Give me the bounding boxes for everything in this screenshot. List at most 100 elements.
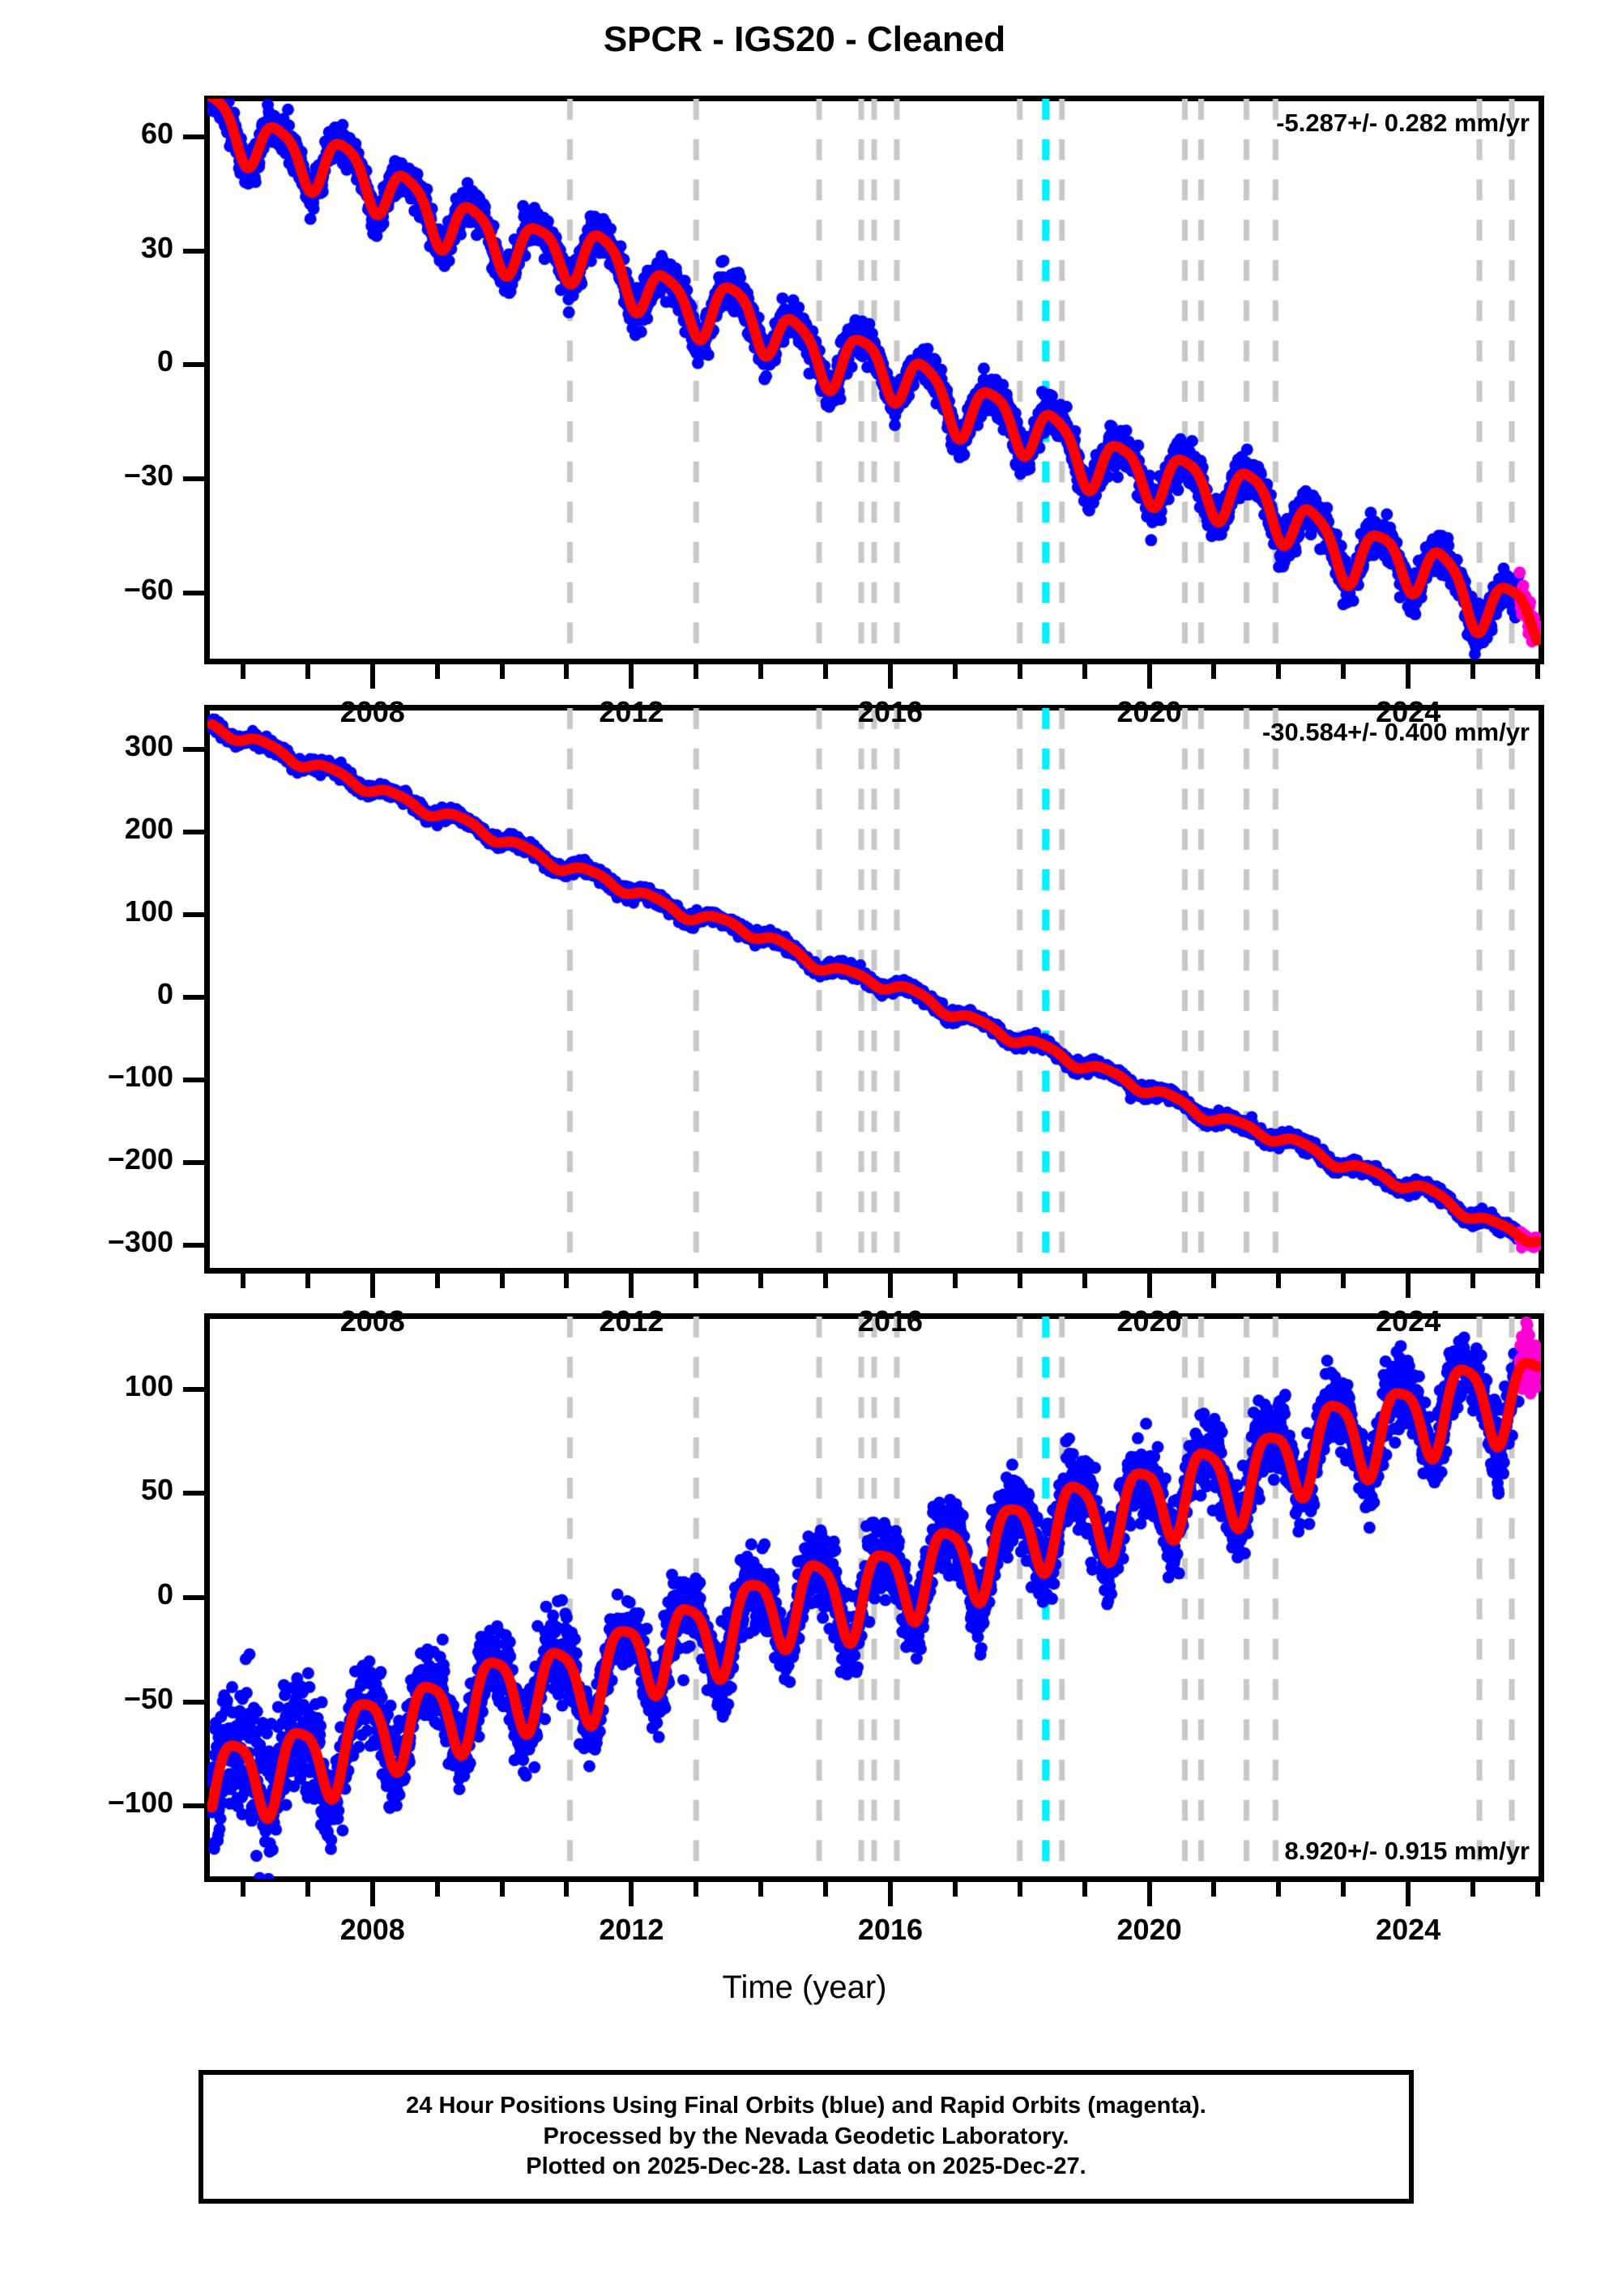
tick-mark xyxy=(1211,1274,1216,1288)
tick-mark xyxy=(1470,1274,1475,1288)
x-tick-label-up: 2024 xyxy=(1376,1913,1441,1946)
tick-mark xyxy=(1276,1882,1281,1897)
tick-mark xyxy=(241,664,245,679)
tick-mark xyxy=(183,1387,204,1392)
tick-mark xyxy=(183,1803,204,1808)
tick-mark xyxy=(183,1595,204,1600)
footer-caption-box: 24 Hour Positions Using Final Orbits (bl… xyxy=(198,2070,1414,2204)
tick-mark xyxy=(823,1274,828,1288)
tick-mark xyxy=(435,1882,440,1897)
tick-mark xyxy=(305,664,310,679)
tick-mark xyxy=(758,1274,763,1288)
y-tick-label-east: 60 xyxy=(140,116,173,150)
tick-mark xyxy=(500,1882,505,1897)
y-tick-label-east: −30 xyxy=(123,458,173,492)
tick-mark xyxy=(1147,664,1152,689)
tick-mark xyxy=(183,747,204,752)
y-tick-label-east: 0 xyxy=(156,344,173,378)
y-tick-label-east: −60 xyxy=(123,572,173,606)
tick-mark xyxy=(888,1882,893,1906)
tick-mark xyxy=(1341,664,1346,679)
x-tick-label-north: 2012 xyxy=(599,1304,664,1338)
tick-mark xyxy=(183,362,204,367)
tick-mark xyxy=(183,995,204,1000)
y-tick-label-up: 50 xyxy=(140,1473,173,1507)
tick-mark xyxy=(953,1882,958,1897)
plot-canvas-up xyxy=(207,1317,1541,1879)
tick-mark xyxy=(1082,1882,1087,1897)
tick-mark xyxy=(758,664,763,679)
tick-mark xyxy=(1211,1882,1216,1897)
tick-mark xyxy=(629,1274,634,1298)
tick-mark xyxy=(1018,1274,1022,1288)
rate-annotation-north: -30.584+/- 0.400 mm/yr xyxy=(1261,718,1530,746)
footer-line-2: Processed by the Nevada Geodetic Laborat… xyxy=(543,2123,1069,2149)
tick-mark xyxy=(183,1243,204,1248)
tick-mark xyxy=(183,1491,204,1496)
x-tick-label-east: 2024 xyxy=(1376,695,1441,728)
tick-mark xyxy=(629,664,634,689)
tick-mark xyxy=(1535,664,1540,679)
x-tick-label-up: 2012 xyxy=(599,1913,664,1946)
x-tick-label-up: 2020 xyxy=(1116,1913,1182,1946)
x-axis-label: Time (year) xyxy=(722,1970,887,2005)
tick-mark xyxy=(1211,664,1216,679)
rate-annotation-up: 8.920+/- 0.915 mm/yr xyxy=(1284,1837,1530,1865)
y-tick-label-up: 100 xyxy=(124,1368,173,1402)
x-tick-label-up: 2016 xyxy=(857,1913,924,1946)
tick-mark xyxy=(888,1274,893,1298)
tick-mark xyxy=(1082,1274,1087,1288)
tick-mark xyxy=(694,1882,698,1897)
footer-line-1: 24 Hour Positions Using Final Orbits (bl… xyxy=(406,2092,1206,2119)
tick-mark xyxy=(1535,1274,1540,1288)
tick-mark xyxy=(183,830,204,834)
tick-mark xyxy=(564,1882,569,1897)
tick-mark xyxy=(888,664,893,689)
tick-mark xyxy=(305,1882,310,1897)
tick-mark xyxy=(370,1274,375,1298)
x-tick-label-north: 2016 xyxy=(857,1304,924,1338)
y-tick-label-north: −100 xyxy=(107,1060,173,1094)
tick-mark xyxy=(183,1078,204,1082)
tick-mark xyxy=(183,1700,204,1705)
y-tick-label-north: 100 xyxy=(124,894,173,928)
y-tick-label-north: −300 xyxy=(107,1225,173,1259)
rate-annotation-east: -5.287+/- 0.282 mm/yr xyxy=(1276,109,1530,137)
tick-mark xyxy=(823,1882,828,1897)
page-title: SPCR - IGS20 - Cleaned xyxy=(603,19,1006,59)
tick-mark xyxy=(305,1274,310,1288)
tick-mark xyxy=(241,1274,245,1288)
x-tick-label-north: 2024 xyxy=(1376,1304,1441,1338)
y-tick-label-north: 300 xyxy=(124,729,173,763)
tick-mark xyxy=(953,1274,958,1288)
tick-mark xyxy=(435,664,440,679)
tick-mark xyxy=(1406,1274,1411,1298)
x-tick-label-east: 2016 xyxy=(857,695,924,728)
tick-mark xyxy=(1018,664,1022,679)
y-tick-label-up: −50 xyxy=(123,1681,173,1715)
tick-mark xyxy=(1470,1882,1475,1897)
x-tick-label-east: 2020 xyxy=(1116,695,1182,728)
tick-mark xyxy=(1276,664,1281,679)
x-tick-label-up: 2008 xyxy=(339,1913,405,1946)
tick-mark xyxy=(629,1882,634,1906)
tick-mark xyxy=(1341,1274,1346,1288)
tick-mark xyxy=(1470,664,1475,679)
tick-mark xyxy=(183,249,204,254)
tick-mark xyxy=(370,664,375,689)
tick-mark xyxy=(1276,1274,1281,1288)
plot-canvas-north xyxy=(207,708,1541,1270)
tick-mark xyxy=(435,1274,440,1288)
tick-mark xyxy=(1147,1882,1152,1906)
tick-mark xyxy=(694,1274,698,1288)
tick-mark xyxy=(564,664,569,679)
tick-mark xyxy=(183,1160,204,1165)
tick-mark xyxy=(823,664,828,679)
y-tick-label-up: −100 xyxy=(107,1786,173,1820)
y-tick-label-north: 200 xyxy=(124,812,173,846)
tick-mark xyxy=(1341,1882,1346,1897)
tick-mark xyxy=(564,1274,569,1288)
plot-canvas-east xyxy=(207,99,1541,661)
x-tick-label-east: 2008 xyxy=(339,695,405,728)
